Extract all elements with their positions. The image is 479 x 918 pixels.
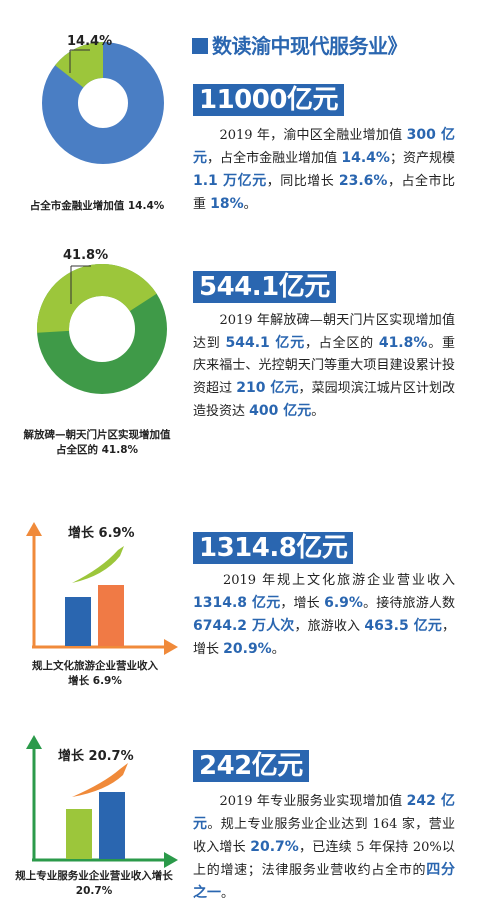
highlight-figure: 463.5 亿元	[364, 618, 442, 634]
highlight-figure: 18%	[210, 196, 244, 212]
headline-jiefangbei: 544.1亿元	[193, 271, 336, 303]
donut-chart-jiefangbei	[37, 264, 167, 394]
body-text-tourism: 2019 年规上文化旅游企业营业收入 1314.8 亿元，增长 6.9%。接待旅…	[193, 570, 455, 661]
headline-professional: 242亿元	[193, 750, 309, 782]
chart-label-jiefangbei: 41.8%	[63, 248, 109, 263]
donut-slice-finance	[55, 42, 103, 88]
body-text-run: ，增长	[280, 596, 325, 611]
y-axis-arrowhead-icon	[26, 522, 42, 536]
body-text-finance: 2019 年，渝中区全融业增加值 300 亿元，占全市金融业增加值 14.4%；…	[193, 124, 455, 216]
highlight-figure: 1314.8 亿元	[193, 595, 281, 611]
body-text-run: 2019 年解放碑—朝天门片区实现增加值达到	[193, 313, 455, 351]
highlight-figure: 14.4%	[341, 150, 390, 166]
body-text-run: 2019 年，渝中区全融业增加值	[193, 128, 407, 143]
x-axis-arrowhead-icon	[164, 639, 178, 655]
highlight-figure: 242 亿元	[193, 793, 455, 832]
body-text-run: ；资产规模	[389, 151, 456, 166]
body-text-professional: 2019 年专业服务业实现增加值 242 亿元。规上专业服务业企业达到 164 …	[193, 790, 455, 905]
highlight-figure: 6744.2 万人次	[193, 618, 295, 634]
chart-caption-finance: 占全市金融业增加值 14.4%	[29, 200, 165, 212]
highlight-figure: 544.1 亿元	[225, 335, 305, 351]
body-text-run: ，旅游收入	[294, 619, 365, 634]
highlight-figure: 6.9%	[324, 595, 363, 611]
page-title-text: 数读渝中现代服务业》	[212, 34, 408, 58]
bar-chart-tourism	[26, 522, 178, 655]
body-text-run: ，占全市比重	[193, 174, 455, 212]
body-text-run: 。规上专业服务业企业达到 164 家，营业收入增长	[193, 817, 456, 855]
donut-chart-finance	[42, 42, 164, 164]
highlight-figure: 1.1 万亿元	[193, 173, 267, 189]
body-text-run: ，增长	[193, 619, 455, 657]
donut-slice-jiefangbei	[37, 264, 157, 333]
chart-caption-professional: 规上专业服务业企业营业收入增长 20.7%	[15, 870, 173, 897]
bar-before	[65, 597, 91, 646]
highlight-figure: 23.6%	[338, 173, 388, 189]
body-text-run: 。	[221, 886, 235, 901]
body-text-run: 。接待旅游人数	[362, 596, 455, 611]
bar-after	[98, 585, 124, 646]
highlight-figure: 20.9%	[223, 641, 272, 657]
body-text-run: 2019 年规上文化旅游企业营业收入	[193, 573, 455, 588]
body-text-run: 2019 年专业服务业实现增加值	[193, 794, 407, 809]
body-text-run: ，同比增长	[266, 174, 339, 189]
body-text-run: 。重庆来福士、光控朝天门等重大项目建设累计投资超过	[193, 336, 455, 396]
highlight-figure: 210 亿元	[236, 380, 299, 396]
chart-caption-tourism: 规上文化旅游企业营业收入增长 6.9%	[32, 660, 158, 687]
highlight-figure: 400 亿元	[249, 403, 312, 419]
bar-before	[66, 809, 92, 859]
growth-swoosh-icon	[72, 763, 128, 797]
body-text-run: ，占全区的	[305, 336, 379, 351]
title-square-icon	[192, 38, 208, 54]
body-text-run: ，菜园坝滨江城片区计划改造投资达	[193, 381, 455, 419]
body-text-jiefangbei: 2019 年解放碑—朝天门片区实现增加值达到 544.1 亿元，占全区的 41.…	[193, 310, 455, 423]
body-text-run: 。	[271, 642, 285, 657]
chart-label-professional: 增长 20.7%	[58, 749, 134, 764]
highlight-figure: 41.8%	[378, 335, 428, 351]
headline-tourism: 1314.8亿元	[193, 532, 354, 564]
body-text-run: 。	[243, 197, 257, 212]
highlight-figure: 20.7%	[250, 839, 299, 855]
chart-label-tourism: 增长 6.9%	[68, 526, 135, 541]
growth-swoosh-icon	[72, 546, 124, 583]
y-axis-arrowhead-icon	[26, 735, 42, 749]
page-title: 数读渝中现代服务业》	[192, 30, 408, 59]
x-axis-arrowhead-icon	[164, 852, 178, 868]
body-text-run: 。	[311, 404, 325, 419]
chart-label-finance: 14.4%	[67, 34, 113, 49]
headline-finance: 11000亿元	[193, 84, 344, 116]
body-text-run: ，已连续 5 年保持 20%以上的增速；法律服务业营收约占全市的	[193, 840, 455, 878]
bar-after	[99, 792, 125, 859]
highlight-figure: 四分之一	[193, 862, 455, 901]
chart-caption-jiefangbei: 解放碑—朝天门片区实现增加值占全区的 41.8%	[23, 429, 171, 456]
body-text-run: ，占全市金融业增加值	[207, 151, 342, 166]
bar-chart-professional	[26, 735, 178, 868]
highlight-figure: 300 亿元	[193, 127, 455, 166]
